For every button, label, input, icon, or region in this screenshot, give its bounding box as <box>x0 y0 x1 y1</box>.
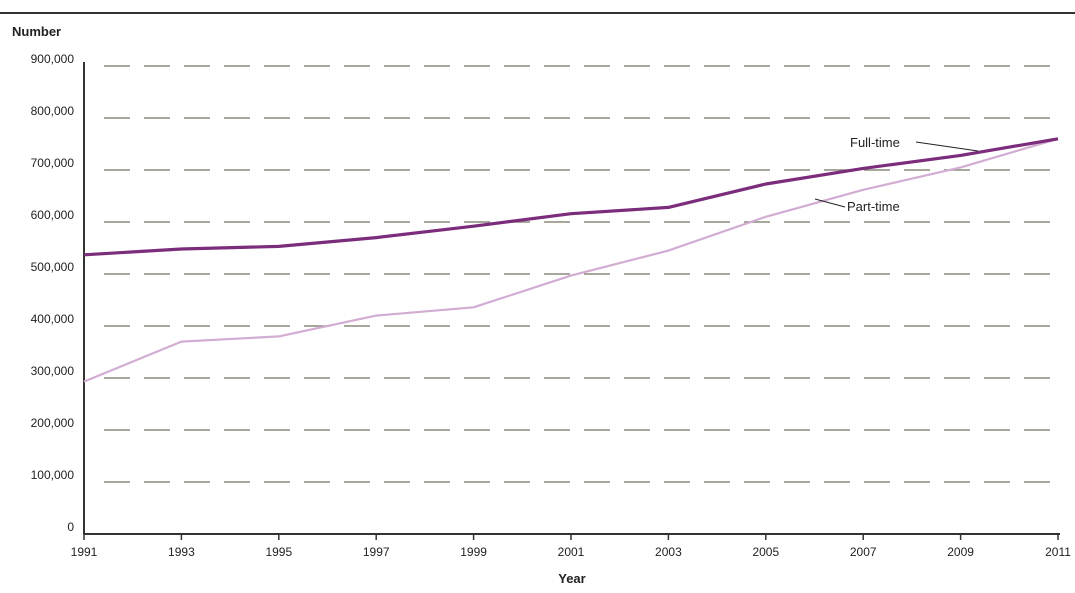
x-tick-label: 1991 <box>71 545 98 559</box>
y-tick-label: 200,000 <box>31 416 75 430</box>
part-time-leader-line <box>814 198 846 208</box>
y-tick-label: 800,000 <box>31 104 75 118</box>
x-tick-label: 1993 <box>168 545 195 559</box>
series-lines <box>83 137 1059 383</box>
x-tick-label: 1997 <box>363 545 390 559</box>
x-tick-label: 2011 <box>1045 545 1071 559</box>
y-tick-label: 500,000 <box>31 260 75 274</box>
part-time-line <box>83 137 1059 383</box>
x-tick-label: 2001 <box>558 545 585 559</box>
series-labels: Full-time Part-time <box>814 135 979 214</box>
full-time-leader-line <box>915 141 979 152</box>
y-tick-labels: 0 100,000 200,000 300,000 400,000 500,000 600,… <box>31 52 75 534</box>
y-tick-label: 300,000 <box>31 364 75 378</box>
full-time-series-label: Full-time <box>850 135 900 150</box>
x-tick-label: 2007 <box>850 545 877 559</box>
x-tick-label: 2005 <box>752 545 779 559</box>
y-tick-label: 900,000 <box>31 52 75 66</box>
gridlines <box>104 65 1062 483</box>
y-tick-label: 400,000 <box>31 312 75 326</box>
y-tick-label: 0 <box>67 520 74 534</box>
x-tick-label: 2003 <box>655 545 682 559</box>
part-time-series-label: Part-time <box>847 199 900 214</box>
x-tick-label: 1995 <box>265 545 292 559</box>
y-tick-label: 700,000 <box>31 156 75 170</box>
x-tick-label: 1999 <box>460 545 487 559</box>
x-axis-title: Year <box>558 571 585 586</box>
y-tick-label: 100,000 <box>31 468 75 482</box>
x-tick-labels: 1991 1993 1995 1997 1999 2001 2003 2005 2007 2009… <box>71 534 1071 559</box>
y-axis-title: Number <box>12 24 61 39</box>
full-time-line <box>83 137 1059 257</box>
x-tick-label: 2009 <box>947 545 974 559</box>
y-tick-label: 600,000 <box>31 208 75 222</box>
